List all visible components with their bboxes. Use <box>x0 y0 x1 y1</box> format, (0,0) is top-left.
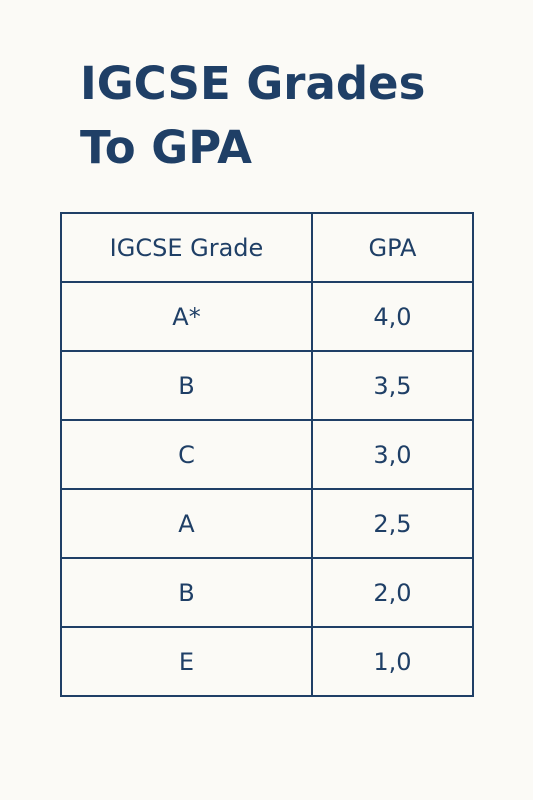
gpa-cell: 1,0 <box>311 626 474 697</box>
grade-cell: A* <box>60 281 313 352</box>
grade-cell: A <box>60 488 313 559</box>
grade-cell: B <box>60 557 313 628</box>
table-row: B 3,5 <box>60 350 474 421</box>
grade-conversion-table: IGCSE Grade GPA A* 4,0 B 3,5 C 3,0 A 2,5… <box>60 212 474 697</box>
gpa-cell: 2,0 <box>311 557 474 628</box>
column-header-gpa: GPA <box>311 212 474 283</box>
gpa-cell: 4,0 <box>311 281 474 352</box>
table-row: B 2,0 <box>60 557 474 628</box>
table-row: A 2,5 <box>60 488 474 559</box>
table-row: C 3,0 <box>60 419 474 490</box>
grade-cell: E <box>60 626 313 697</box>
table-row: E 1,0 <box>60 626 474 697</box>
table-row: A* 4,0 <box>60 281 474 352</box>
grade-cell: B <box>60 350 313 421</box>
gpa-cell: 3,0 <box>311 419 474 490</box>
gpa-cell: 2,5 <box>311 488 474 559</box>
gpa-cell: 3,5 <box>311 350 474 421</box>
column-header-grade: IGCSE Grade <box>60 212 313 283</box>
title-line-1: IGCSE Grades <box>80 57 426 110</box>
table-header-row: IGCSE Grade GPA <box>60 212 474 283</box>
title-line-2: To GPA <box>80 121 252 174</box>
page-title: IGCSE Grades To GPA <box>80 52 425 180</box>
grade-cell: C <box>60 419 313 490</box>
